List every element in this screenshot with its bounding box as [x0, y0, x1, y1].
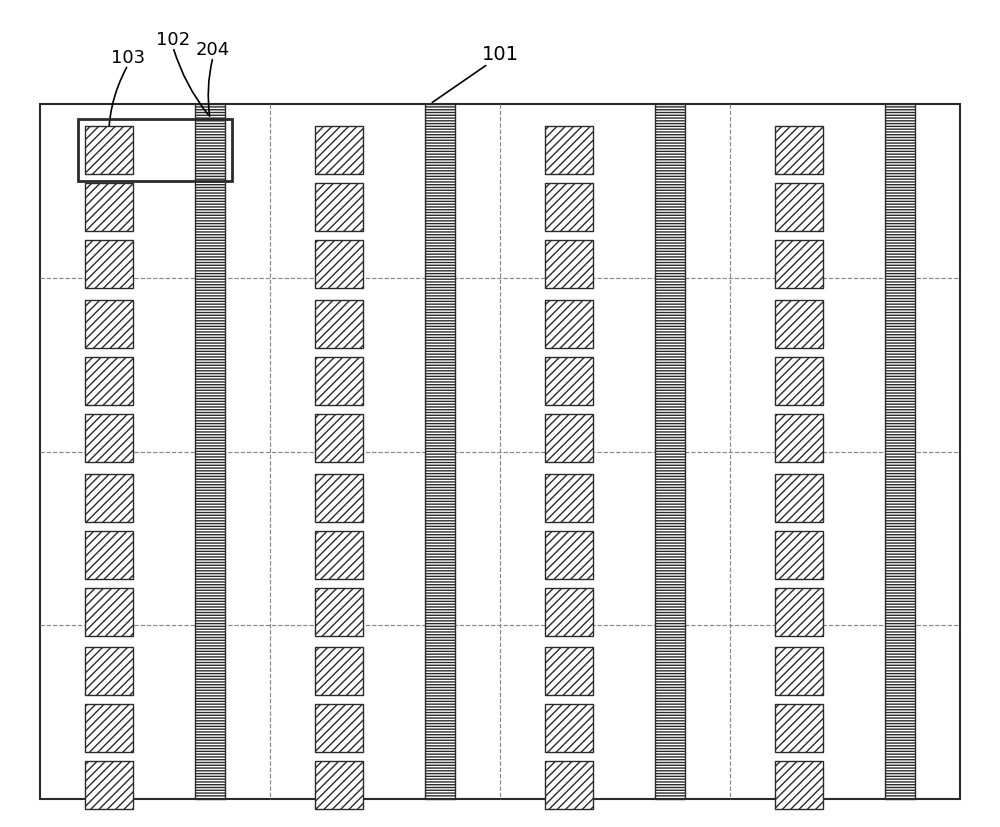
Bar: [315, 531, 363, 579]
Bar: [545, 588, 593, 636]
Bar: [545, 705, 593, 753]
Bar: [40, 105, 960, 799]
Text: 101: 101: [482, 45, 518, 65]
Text: 204: 204: [196, 41, 230, 59]
Text: 103: 103: [111, 49, 145, 67]
Bar: [775, 531, 823, 579]
Bar: [85, 127, 133, 174]
Bar: [315, 357, 363, 405]
Bar: [775, 762, 823, 810]
Bar: [85, 357, 133, 405]
Bar: [85, 531, 133, 579]
Bar: [775, 414, 823, 462]
Bar: [78, 120, 232, 182]
Bar: [315, 705, 363, 753]
Bar: [545, 414, 593, 462]
Bar: [85, 184, 133, 232]
Bar: [195, 105, 225, 799]
Bar: [85, 474, 133, 522]
Bar: [545, 357, 593, 405]
Bar: [315, 414, 363, 462]
Bar: [545, 474, 593, 522]
Bar: [545, 762, 593, 810]
Bar: [85, 300, 133, 348]
Bar: [315, 184, 363, 232]
Text: 102: 102: [156, 31, 190, 49]
Bar: [315, 241, 363, 289]
Bar: [85, 648, 133, 696]
Bar: [85, 705, 133, 753]
Bar: [775, 705, 823, 753]
Bar: [315, 648, 363, 696]
Bar: [315, 588, 363, 636]
Bar: [85, 414, 133, 462]
Bar: [775, 241, 823, 289]
Bar: [545, 127, 593, 174]
Bar: [885, 105, 915, 799]
Bar: [545, 648, 593, 696]
Bar: [315, 474, 363, 522]
Bar: [315, 300, 363, 348]
Bar: [775, 184, 823, 232]
Bar: [775, 300, 823, 348]
Bar: [315, 762, 363, 810]
Bar: [775, 648, 823, 696]
Bar: [545, 184, 593, 232]
Bar: [775, 357, 823, 405]
Bar: [775, 127, 823, 174]
Bar: [85, 588, 133, 636]
Bar: [545, 531, 593, 579]
Bar: [425, 105, 455, 799]
Bar: [85, 241, 133, 289]
Bar: [85, 762, 133, 810]
Bar: [315, 127, 363, 174]
Bar: [655, 105, 685, 799]
Bar: [775, 474, 823, 522]
Bar: [545, 300, 593, 348]
Bar: [545, 241, 593, 289]
Bar: [775, 588, 823, 636]
